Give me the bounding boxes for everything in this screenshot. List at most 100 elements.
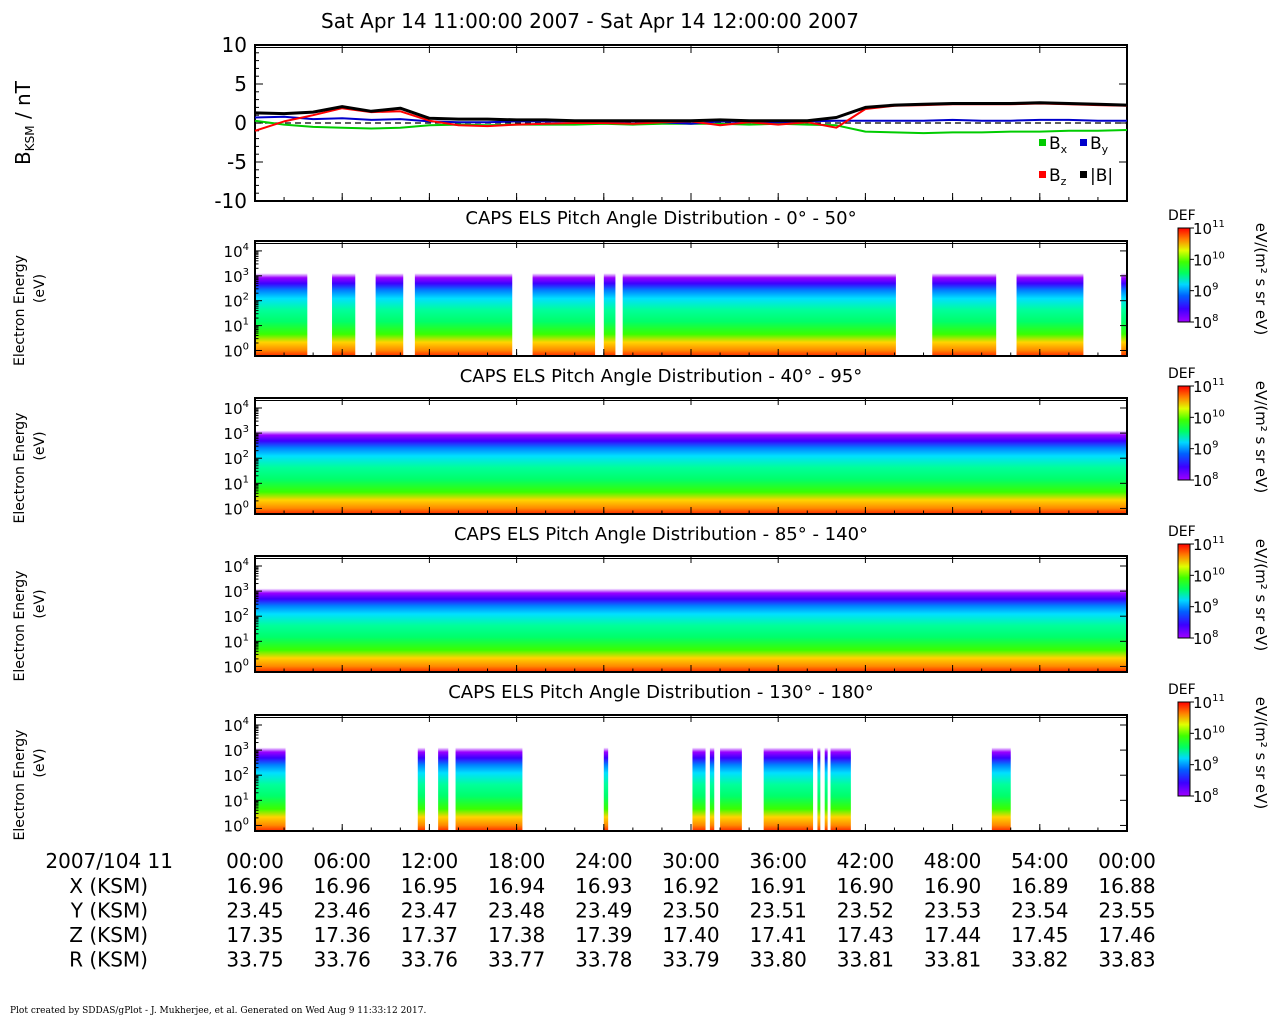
colorbar-title: DEF [1168,208,1196,224]
ephemeris-value: 16.92 [662,874,719,898]
mag-y-tick-label: 5 [234,72,247,96]
mag-y-tick-label: -5 [227,150,247,174]
ephemeris-header: 2007/104 11 [45,849,173,873]
colorbar-tick-label: 108 [1193,787,1218,806]
spectrogram-data-segment [255,241,308,356]
ephemeris-value: 17.37 [401,923,458,947]
colorbar-title: DEF [1168,682,1196,698]
ephemeris-value: 17.43 [837,923,894,947]
ephemeris-value: 16.93 [575,874,632,898]
colorbar-title: DEF [1168,524,1196,540]
legend-bz-label: Bz [1049,166,1067,188]
ephemeris-value: 16.96 [314,874,371,898]
ephemeris-row-label: R (KSM) [69,948,148,972]
ephemeris-value: 23.49 [575,899,632,923]
colorbar-tick-label: 108 [1193,471,1218,490]
spectrogram-data-segment [255,398,1127,514]
ephemeris-value: 33.79 [662,948,719,972]
ephemeris-value: 16.90 [924,874,981,898]
colorbar-title: DEF [1168,366,1196,382]
ephemeris-table: 2007/104 11 00:00 06:00 12:00 18:00 24:00 30:0… [45,45,1156,972]
spectrogram-panel-4: CAPS ELS Pitch Angle Distribution - 130°… [12,682,1270,840]
footer-credit: Plot created by SDDAS/gPlot - J. Mukherj… [10,1006,427,1016]
colorbar [1177,227,1191,323]
panel-y-tick-label: 103 [224,424,249,443]
spectrogram-data-segment [763,715,814,831]
legend-bx-label: Bx [1049,134,1068,156]
panel-y-tick-label: 103 [224,582,249,601]
panel-y-tick-label: 100 [224,816,249,835]
colorbar-tick-label: 1011 [1193,377,1225,396]
colorbar-tick-label: 108 [1193,629,1218,648]
mag-y-tick-label: 0 [234,111,247,135]
spectrogram-data-segment [830,715,851,831]
ephemeris-value: 33.75 [226,948,283,972]
time-tick-label: 30:00 [662,849,720,873]
colorbar-unit: eV/(m² s sr eV) [1252,697,1270,809]
ephemeris-value: 23.50 [662,899,719,923]
panel-y-tick-label: 100 [224,499,249,518]
spectrogram-panel-2: CAPS ELS Pitch Angle Distribution - 40° … [12,366,1270,523]
colorbar-tick-label: 1011 [1193,219,1225,238]
colorbar-tick-label: 1011 [1193,693,1225,712]
panel-y-tick-label: 101 [224,317,249,336]
panel-y-tick-label: 104 [224,242,249,261]
ephemeris-value: 23.48 [488,899,545,923]
ephemeris-value: 16.95 [401,874,458,898]
panel-y-tick-label: 102 [224,766,249,785]
spectrogram-data-segment [417,715,426,831]
spectrogram-data-segment [824,715,828,831]
spectrogram-data-segment [438,715,449,831]
spectrogram-data-segment [375,241,404,356]
colorbar-tick-label: 1010 [1193,724,1225,743]
mag-legend: Bx By Bz |B| [1039,134,1113,188]
ephemeris-value: 23.55 [1098,899,1155,923]
colorbar-tick-label: 108 [1193,313,1218,332]
panel-y-label: Electron Energy [12,255,28,366]
colorbar-tick-label: 1010 [1193,566,1225,585]
colorbar-tick-label: 109 [1193,756,1218,775]
ephemeris-value: 17.36 [314,923,371,947]
ephemeris-value: 17.35 [226,923,283,947]
colorbar-tick-label: 1010 [1193,408,1225,427]
panel-y-label-units: (eV) [32,748,48,777]
legend-bmag-swatch [1080,171,1087,178]
colorbar-unit: eV/(m² s sr eV) [1252,539,1270,651]
ephemeris-value: 16.88 [1098,874,1155,898]
time-tick-label: 06:00 [313,849,371,873]
series-line-bz [254,102,1128,132]
panel-y-tick-label: 103 [224,267,249,286]
spectrogram-data-segment [603,241,616,356]
ephemeris-value: 33.83 [1098,948,1155,972]
panel-y-tick-label: 100 [224,657,249,676]
ephemeris-value: 33.76 [314,948,371,972]
time-tick-label: 00:00 [1098,849,1156,873]
panel-y-tick-label: 102 [224,607,249,626]
colorbar-tick-label: 1011 [1193,535,1225,554]
spectrogram-data-segment [622,241,896,356]
ephemeris-value: 17.45 [1011,923,1068,947]
ephemeris-value: 23.47 [401,899,458,923]
ephemeris-value: 17.38 [488,923,545,947]
panel-title: CAPS ELS Pitch Angle Distribution - 40° … [460,366,863,387]
colorbar-tick-label: 109 [1193,282,1218,301]
panel-y-tick-label: 101 [224,632,249,651]
ephemeris-value: 17.44 [924,923,981,947]
spectrogram-data-segment [991,715,1011,831]
panel-y-tick-label: 102 [224,449,249,468]
panel-y-tick-label: 104 [224,557,249,576]
panel-title: CAPS ELS Pitch Angle Distribution - 85° … [454,524,868,545]
panel-y-label-units: (eV) [32,274,48,303]
ephemeris-row-label: Y (KSM) [70,899,148,923]
legend-by-swatch [1080,139,1087,146]
spectrogram-data-segment [932,241,997,356]
ephemeris-value: 16.94 [488,874,545,898]
figure-title: Sat Apr 14 11:00:00 2007 - Sat Apr 14 12… [321,9,859,33]
spectrogram-data-segment [255,715,286,831]
ephemeris-value: 33.78 [575,948,632,972]
ephemeris-value: 16.89 [1011,874,1068,898]
ephemeris-value: 23.52 [837,899,894,923]
spectrogram-data-segment [414,241,513,356]
time-tick-label: 54:00 [1011,849,1069,873]
